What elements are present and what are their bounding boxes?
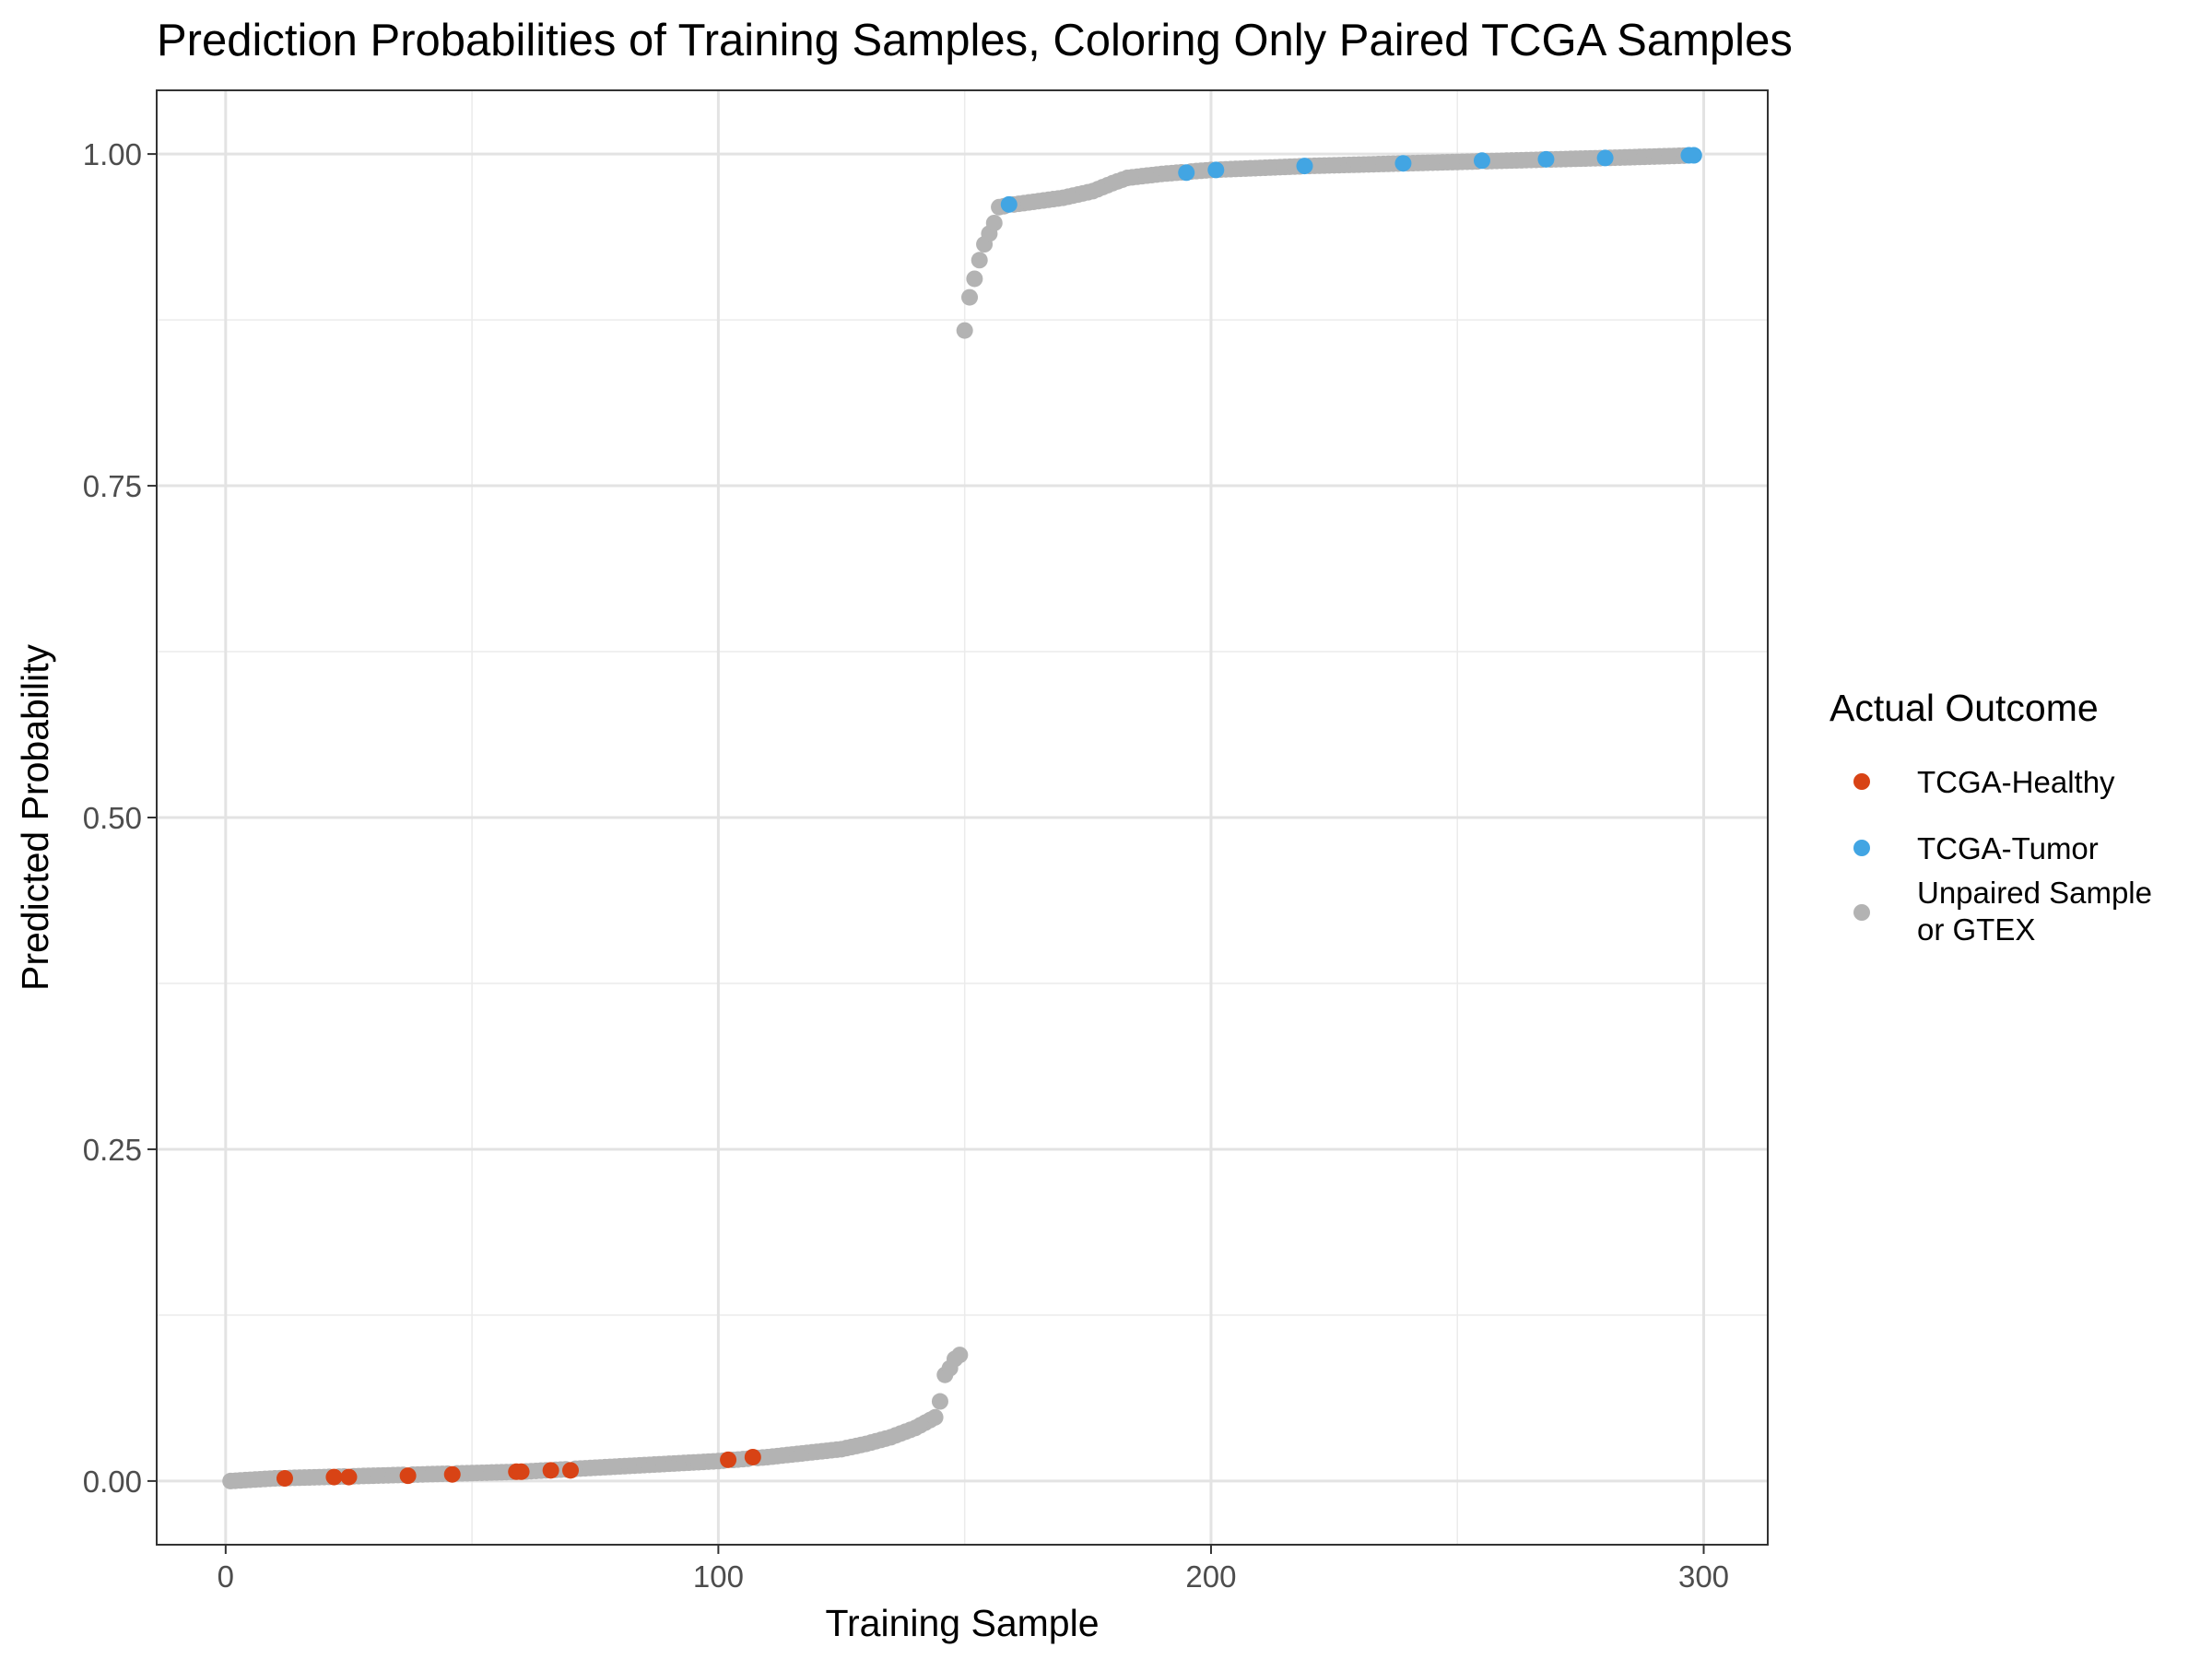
tcga-tumor-point — [1178, 164, 1195, 182]
tcga-healthy-point — [340, 1468, 358, 1486]
legend-key-unpaired — [1853, 904, 1870, 921]
unpaired-point — [985, 214, 1003, 231]
tcga-tumor-point — [1685, 147, 1702, 164]
x-axis-title: Training Sample — [825, 1602, 1099, 1644]
legend: Actual Outcome TCGA-Healthy TCGA-Tumor Unp… — [1830, 687, 2152, 947]
tcga-tumor-point — [1473, 152, 1490, 170]
legend-label-unpaired-line: Unpaired Sample — [1917, 876, 2152, 910]
tcga-tumor-point — [1207, 161, 1225, 179]
y-tick-label: 0.50 — [83, 801, 142, 835]
tcga-healthy-point — [325, 1468, 343, 1486]
tcga-healthy-point — [443, 1465, 461, 1483]
tcga-healthy-point — [744, 1448, 761, 1465]
x-tick-label: 300 — [1678, 1559, 1729, 1594]
unpaired-point — [971, 252, 988, 269]
unpaired-point — [961, 288, 979, 306]
y-axis-title: Predicted Probability — [14, 643, 56, 991]
unpaired-point — [931, 1393, 948, 1410]
y-tick-label: 0.25 — [83, 1133, 142, 1167]
tcga-tumor-point — [1596, 149, 1614, 167]
tcga-healthy-point — [276, 1470, 293, 1488]
unpaired-point — [951, 1347, 969, 1364]
y-axis: 0.00 0.25 0.50 0.75 1.00 — [83, 137, 157, 1499]
tcga-healthy-point — [720, 1451, 737, 1468]
legend-title: Actual Outcome — [1830, 687, 2099, 729]
legend-label-healthy: TCGA-Healthy — [1917, 765, 2115, 799]
x-tick-label: 0 — [218, 1559, 234, 1594]
tcga-tumor-point — [1000, 195, 1018, 213]
tcga-tumor-point — [1296, 158, 1313, 175]
tcga-healthy-point — [512, 1463, 530, 1480]
tcga-healthy-point — [562, 1462, 580, 1479]
x-axis: 0 100 200 300 — [218, 1545, 1729, 1594]
x-tick-label: 100 — [693, 1559, 744, 1594]
x-tick-label: 200 — [1185, 1559, 1236, 1594]
legend-label-tumor: TCGA-Tumor — [1917, 831, 2099, 865]
data-points — [222, 147, 1702, 1489]
legend-key-healthy — [1853, 773, 1870, 790]
unpaired-point — [926, 1408, 944, 1426]
legend-key-tumor — [1853, 840, 1870, 856]
tcga-healthy-point — [399, 1467, 417, 1485]
y-tick-label: 1.00 — [83, 137, 142, 171]
unpaired-point — [966, 270, 983, 288]
tcga-tumor-point — [1537, 150, 1555, 168]
tcga-healthy-point — [542, 1462, 559, 1479]
y-tick-label: 0.75 — [83, 469, 142, 503]
y-tick-label: 0.00 — [83, 1465, 142, 1499]
unpaired-point — [956, 322, 973, 339]
legend-items: TCGA-Healthy TCGA-Tumor Unpaired Sampleor … — [1853, 765, 2152, 947]
tcga-tumor-point — [1394, 155, 1412, 172]
legend-label-unpaired-line: or GTEX — [1917, 912, 2035, 947]
chart-title: Prediction Probabilities of Training Sam… — [157, 16, 1793, 65]
